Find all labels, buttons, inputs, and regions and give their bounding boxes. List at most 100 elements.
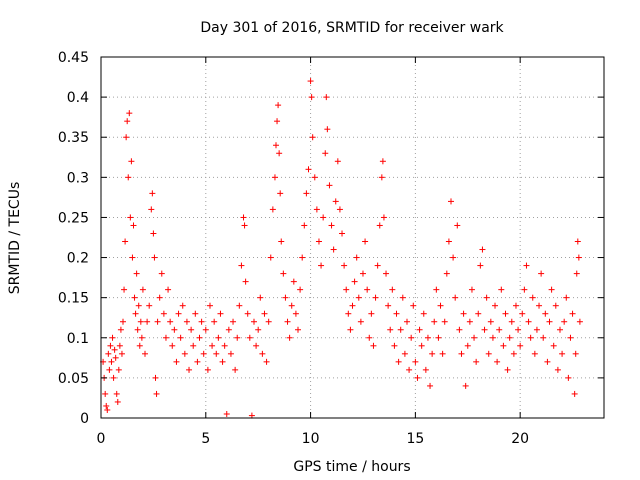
data-point (261, 310, 268, 317)
data-point (379, 158, 386, 165)
data-point (574, 238, 581, 245)
data-point (133, 270, 140, 277)
data-point (567, 334, 574, 341)
data-point (120, 318, 127, 325)
data-point (559, 350, 566, 357)
data-point (536, 302, 543, 309)
data-point (424, 334, 431, 341)
data-point (408, 334, 415, 341)
data-point (364, 286, 371, 293)
data-point (292, 310, 299, 317)
data-point (492, 302, 499, 309)
data-point (477, 262, 484, 269)
data-point (359, 270, 366, 277)
data-point (308, 94, 315, 101)
data-point (165, 286, 172, 293)
data-point (144, 318, 151, 325)
data-point (332, 198, 339, 205)
data-point (464, 342, 471, 349)
data-point (483, 294, 490, 301)
y-tick-label: 0.25 (58, 210, 89, 226)
data-point (259, 350, 266, 357)
data-point (241, 222, 248, 229)
data-point (460, 310, 467, 317)
data-point (473, 358, 480, 365)
y-tick-label: 0.45 (58, 50, 89, 66)
data-point (330, 246, 337, 253)
y-tick-label: 0.35 (58, 130, 89, 146)
data-point (355, 294, 362, 301)
data-point (336, 206, 343, 213)
data-point (276, 150, 283, 157)
data-point (561, 318, 568, 325)
data-point (171, 326, 178, 333)
data-point (186, 366, 193, 373)
data-point (441, 318, 448, 325)
y-tick-label: 0 (80, 411, 89, 427)
data-point (284, 318, 291, 325)
data-point (311, 174, 318, 181)
data-point (533, 326, 540, 333)
data-point (175, 310, 182, 317)
data-point (117, 326, 124, 333)
data-point (299, 254, 306, 261)
x-tick-label: 5 (201, 431, 210, 447)
data-point (181, 350, 188, 357)
data-point (169, 342, 176, 349)
data-point (525, 318, 532, 325)
data-point (112, 354, 119, 361)
data-point (435, 334, 442, 341)
data-point (540, 334, 547, 341)
data-point (376, 222, 383, 229)
data-point (160, 310, 167, 317)
data-point (255, 326, 262, 333)
data-point (282, 294, 289, 301)
data-point (351, 278, 358, 285)
data-point (123, 134, 130, 141)
data-point (548, 286, 555, 293)
data-point (213, 350, 220, 357)
data-point (401, 350, 408, 357)
data-point (271, 174, 278, 181)
data-point (232, 366, 239, 373)
data-point (318, 262, 325, 269)
y-tick-label: 0.05 (58, 371, 89, 387)
data-point (552, 302, 559, 309)
data-point (103, 402, 110, 409)
data-point (244, 310, 251, 317)
data-point (307, 78, 314, 85)
data-point (529, 294, 536, 301)
data-point (468, 286, 475, 293)
data-point (320, 214, 327, 221)
data-point (341, 262, 348, 269)
data-point (374, 262, 381, 269)
data-point (450, 254, 457, 261)
data-point (416, 326, 423, 333)
data-point (414, 374, 421, 381)
data-point (554, 366, 561, 373)
data-point (556, 326, 563, 333)
data-point (295, 326, 302, 333)
x-axis-label: GPS time / hours (293, 459, 410, 475)
data-point (211, 318, 218, 325)
data-point (538, 270, 545, 277)
data-point (418, 342, 425, 349)
data-point (399, 294, 406, 301)
data-point (487, 318, 494, 325)
data-point (116, 342, 123, 349)
data-point (217, 310, 224, 317)
data-point (395, 358, 402, 365)
data-point (576, 318, 583, 325)
data-point (512, 302, 519, 309)
data-point (209, 342, 216, 349)
data-point (196, 334, 203, 341)
data-point (544, 358, 551, 365)
data-point (107, 342, 114, 349)
data-point (531, 350, 538, 357)
data-point (114, 398, 121, 405)
data-point (286, 334, 293, 341)
data-point (131, 294, 138, 301)
y-tick-label: 0.1 (67, 331, 89, 347)
data-point (126, 110, 133, 117)
data-point (280, 270, 287, 277)
